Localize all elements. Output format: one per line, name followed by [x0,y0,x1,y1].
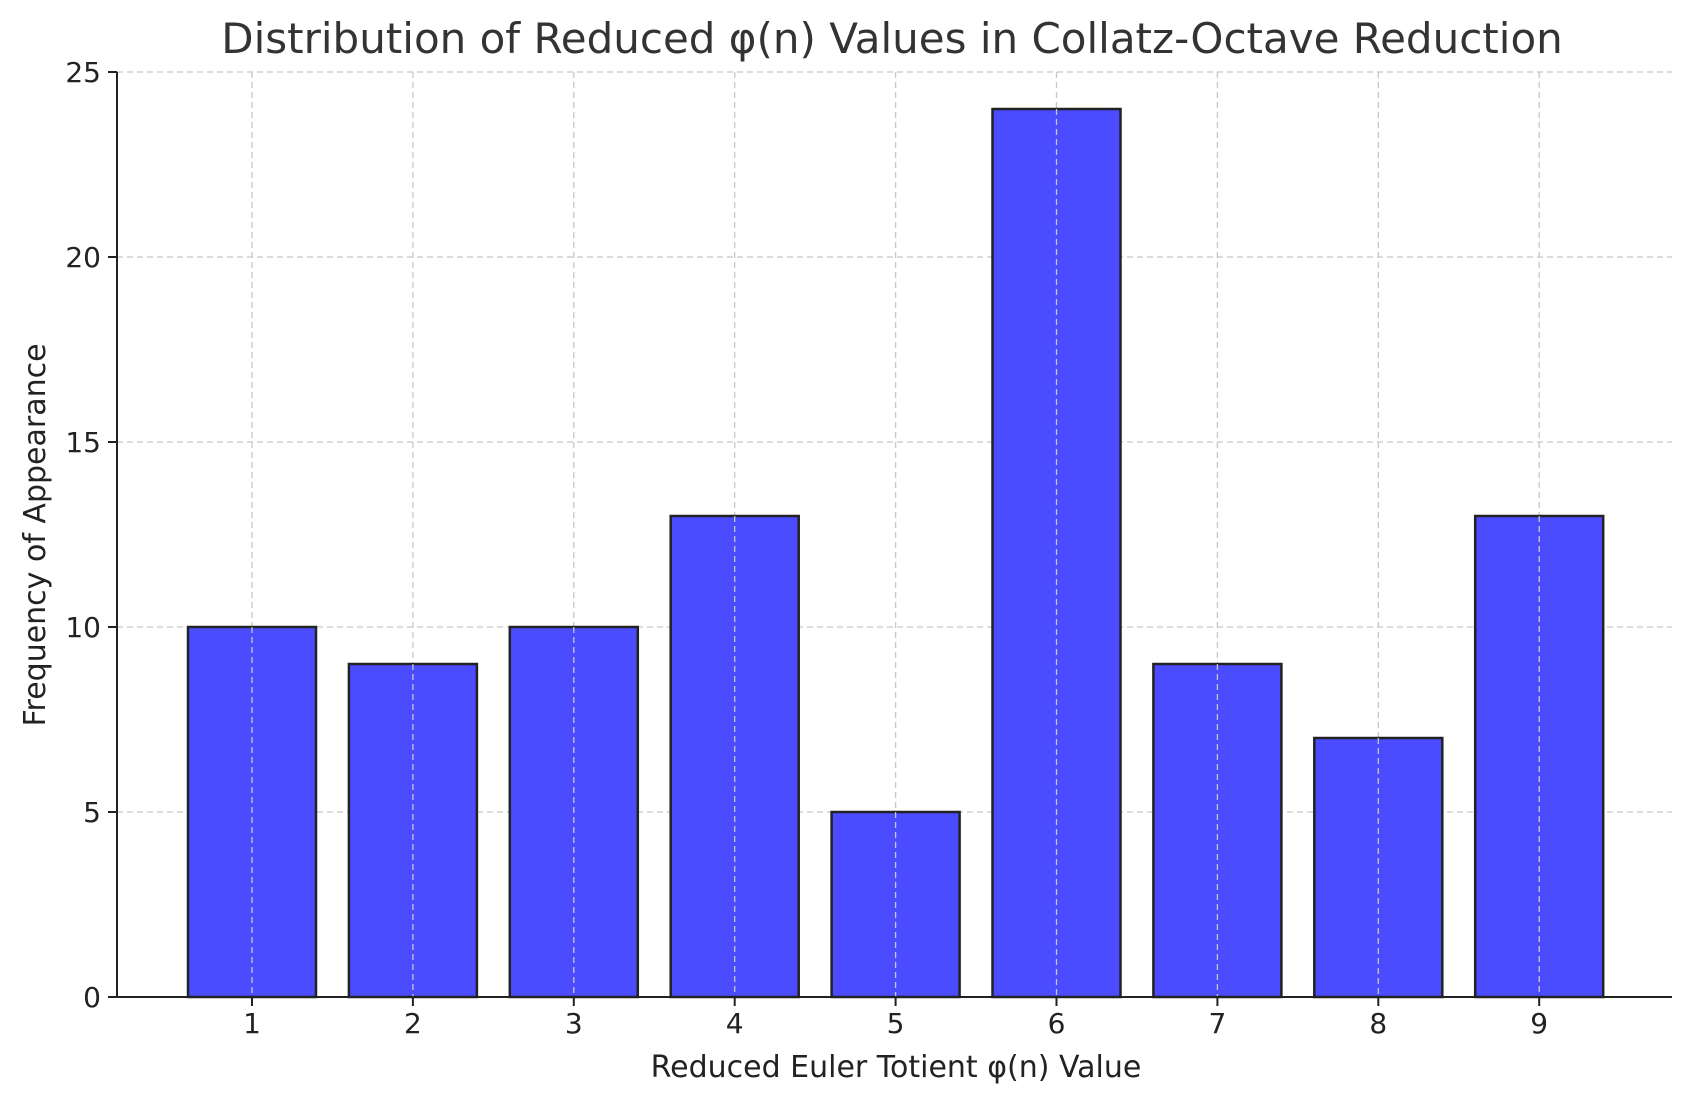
x-axis-label: Reduced Euler Totient φ(n) Value [651,1050,1142,1085]
x-tick-label: 3 [565,1007,583,1040]
y-tick-label: 25 [65,56,101,89]
x-tick-label: 9 [1530,1007,1548,1040]
x-tick-label: 5 [887,1007,905,1040]
y-axis-label: Frequency of Appearance [18,343,53,726]
x-tick-label: 6 [1048,1007,1066,1040]
bars [186,107,1605,999]
y-tick-label: 10 [65,611,101,644]
y-tick-labels: 0 5 10 15 20 25 [65,56,117,1014]
chart-title: Distribution of Reduced φ(n) Values in C… [221,14,1563,63]
x-tick-labels: 1 2 3 4 5 6 7 8 9 [243,997,1548,1040]
x-tick-label: 8 [1369,1007,1387,1040]
x-tick-label: 2 [404,1007,422,1040]
axes [116,72,1672,998]
y-tick-label: 15 [65,426,101,459]
x-tick-label: 4 [726,1007,744,1040]
x-tick-label: 1 [243,1007,261,1040]
x-tick-label: 7 [1208,1007,1226,1040]
y-tick-label: 0 [83,981,101,1014]
y-tick-label: 5 [83,796,101,829]
y-tick-label: 20 [65,241,101,274]
